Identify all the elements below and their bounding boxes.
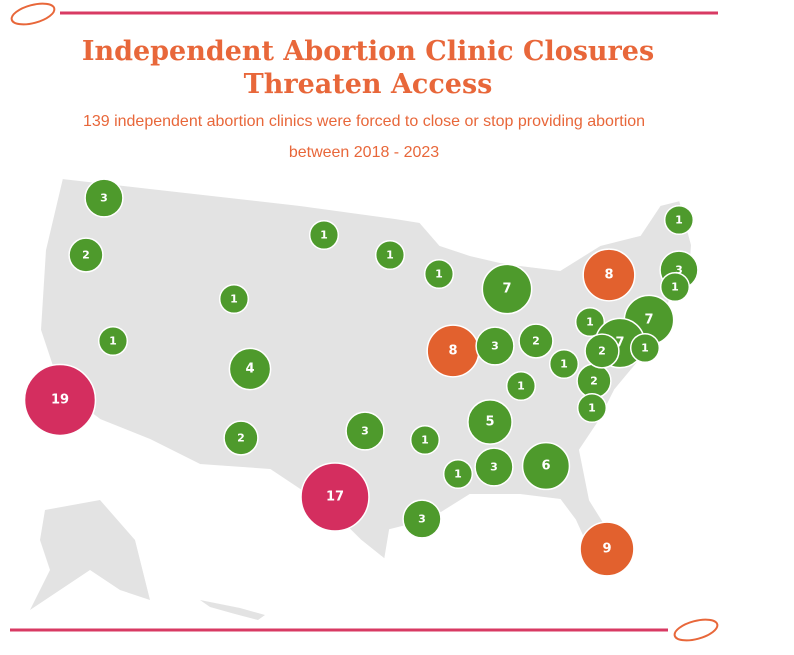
bubble xyxy=(576,392,608,424)
bubble-label: 2 xyxy=(532,335,540,348)
bubble-label: 7 xyxy=(615,336,624,351)
bubble-label: 6 xyxy=(541,459,550,474)
bubble-label: 1 xyxy=(421,434,429,447)
title: Independent Abortion Clinic Closures xyxy=(82,36,654,67)
bubble-label: 1 xyxy=(588,402,596,415)
bubble xyxy=(475,326,515,366)
leaf-icon xyxy=(673,618,719,642)
bubble-label: 2 xyxy=(598,345,606,358)
bubble-label: 17 xyxy=(326,490,344,505)
bubble-label: 3 xyxy=(361,425,369,438)
bubble xyxy=(68,237,104,273)
bubble xyxy=(84,178,124,218)
bubble xyxy=(548,348,580,380)
bubble-label: 3 xyxy=(418,513,426,526)
bubble xyxy=(659,271,691,303)
bubble-label: 1 xyxy=(230,293,238,306)
title: Threaten Access xyxy=(244,69,493,100)
subtitle: 139 independent abortion clinics were fo… xyxy=(83,113,645,130)
bubble-label: 2 xyxy=(590,375,598,388)
bubble-label: 5 xyxy=(485,415,494,430)
bubble-label: 1 xyxy=(320,229,328,242)
bubble-label: 1 xyxy=(586,316,594,329)
bubble xyxy=(574,306,606,338)
bubble-label: 1 xyxy=(109,335,117,348)
bubble-label: 7 xyxy=(644,313,653,328)
bubble-label: 2 xyxy=(82,249,90,262)
subtitle: between 2018 - 2023 xyxy=(289,144,439,161)
bubble xyxy=(374,239,406,271)
bubble xyxy=(505,370,537,402)
bubble xyxy=(97,325,129,357)
bubble xyxy=(481,263,533,315)
bubble-label: 19 xyxy=(51,393,69,408)
bubble xyxy=(584,333,620,369)
bubble xyxy=(521,441,571,491)
bubble xyxy=(402,499,442,539)
leaf-icon xyxy=(10,2,56,26)
bubble-label: 3 xyxy=(490,461,498,474)
bubble xyxy=(579,521,635,577)
bubble xyxy=(308,219,340,251)
bubble xyxy=(423,258,455,290)
bubble xyxy=(474,447,514,487)
bubble-label: 1 xyxy=(641,342,649,355)
bubble-label: 7 xyxy=(502,282,511,297)
bubble xyxy=(345,411,385,451)
bubble xyxy=(629,332,661,364)
bubble-label: 1 xyxy=(560,358,568,371)
bubble-label: 1 xyxy=(435,268,443,281)
bubble-label: 1 xyxy=(517,380,525,393)
bubble-label: 8 xyxy=(604,268,613,283)
bubble xyxy=(409,424,441,456)
bubble xyxy=(467,399,513,445)
bubble xyxy=(518,323,554,359)
bubble-label: 1 xyxy=(675,214,683,227)
bubble-label: 1 xyxy=(671,281,679,294)
bubble xyxy=(223,420,259,456)
bubble xyxy=(218,283,250,315)
bubble-label: 9 xyxy=(602,542,611,557)
bubble-label: 3 xyxy=(100,192,108,205)
bubble xyxy=(582,248,636,302)
bubble xyxy=(300,462,370,532)
bubble xyxy=(228,347,272,391)
bubble-label: 1 xyxy=(386,249,394,262)
bubble xyxy=(23,363,97,437)
bubble-label: 8 xyxy=(448,344,457,359)
bubble xyxy=(442,458,474,490)
bubble xyxy=(663,204,695,236)
bubble-label: 3 xyxy=(491,340,499,353)
bubble-label: 4 xyxy=(245,362,254,377)
hawaii xyxy=(200,600,265,620)
bubble-label: 2 xyxy=(237,432,245,445)
bubble-label: 1 xyxy=(454,468,462,481)
bubble-label: 3 xyxy=(675,264,683,277)
alaska xyxy=(30,500,150,610)
